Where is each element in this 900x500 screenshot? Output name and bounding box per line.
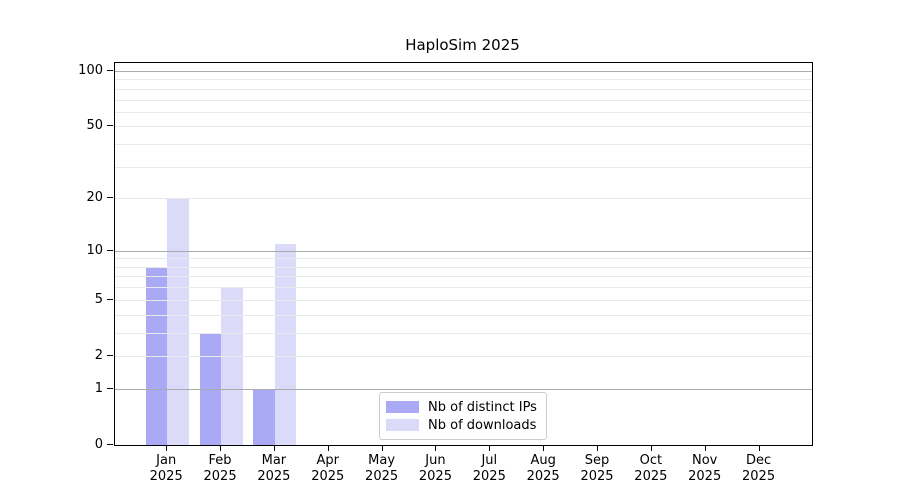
gridline-50 (115, 126, 812, 128)
y-tick-label-20: 20 (86, 190, 103, 206)
gridline-20 (115, 198, 812, 200)
y-tick-mark-10 (107, 249, 113, 251)
y-tick-label-10: 10 (86, 242, 103, 258)
x-tick-mark-jun (435, 445, 437, 451)
x-tick-mark-may (381, 445, 383, 451)
x-tick-label-sep: Sep 2025 (580, 453, 614, 484)
x-tick-label-oct: Oct 2025 (634, 453, 668, 484)
gridline-8 (115, 266, 812, 268)
gridline-2 (115, 355, 812, 357)
x-tick-label-jul: Jul 2025 (472, 453, 506, 484)
chart-title: HaploSim 2025 (405, 36, 520, 54)
y-tick-mark-2 (107, 354, 113, 356)
bar-distinct-ips-jan (145, 266, 168, 445)
gridline-1 (115, 388, 812, 390)
y-tick-label-50: 50 (86, 118, 103, 134)
gridline-7 (115, 276, 812, 278)
y-tick-label-100: 100 (78, 63, 103, 78)
legend-label-downloads: Nb of downloads (428, 417, 537, 433)
x-tick-mark-mar (273, 445, 275, 451)
gridline-9 (115, 258, 812, 260)
x-tick-label-aug: Aug 2025 (526, 453, 560, 484)
x-tick-label-may: May 2025 (365, 453, 399, 484)
x-tick-label-jun: Jun 2025 (418, 453, 452, 484)
gridline-10 (115, 250, 812, 252)
gridline-40 (115, 144, 812, 146)
gridline-4 (115, 314, 812, 316)
y-tick-mark-20 (107, 197, 113, 199)
x-tick-label-jan: Jan 2025 (149, 453, 183, 484)
gridline-5 (115, 299, 812, 301)
gridline-70 (115, 99, 812, 101)
legend-item-downloads: Nb of downloads (386, 416, 538, 434)
y-tick-label-5: 5 (94, 291, 103, 307)
legend-label-distinct-ips: Nb of distinct IPs (428, 399, 537, 415)
y-tick-mark-1 (107, 387, 113, 389)
x-tick-mark-jan (166, 445, 168, 451)
x-tick-mark-oct (650, 445, 652, 451)
x-tick-mark-dec (758, 445, 760, 451)
gridline-90 (115, 79, 812, 81)
gridline-6 (115, 287, 812, 289)
gridline-30 (115, 166, 812, 168)
plot-area: Nb of distinct IPs Nb of downloads (114, 62, 813, 446)
x-tick-label-mar: Mar 2025 (257, 453, 291, 484)
x-tick-label-apr: Apr 2025 (311, 453, 345, 484)
y-tick-label-2: 2 (94, 347, 103, 363)
y-tick-mark-0 (107, 444, 113, 445)
bar-distinct-ips-mar (253, 388, 275, 445)
x-tick-label-dec: Dec 2025 (742, 453, 776, 484)
bar-downloads-jan (167, 198, 189, 445)
y-tick-mark-100 (107, 70, 113, 71)
bar-distinct-ips-feb (199, 332, 222, 445)
bar-downloads-feb (221, 287, 243, 445)
gridline-60 (115, 111, 812, 113)
y-tick-mark-50 (107, 125, 113, 127)
legend: Nb of distinct IPs Nb of downloads (379, 392, 547, 440)
legend-swatch-downloads (386, 419, 419, 431)
gridline-100 (115, 71, 812, 72)
x-tick-label-nov: Nov 2025 (688, 453, 722, 484)
y-tick-mark-5 (107, 298, 113, 300)
x-tick-mark-feb (220, 445, 222, 451)
x-tick-mark-aug (543, 445, 545, 451)
legend-item-distinct-ips: Nb of distinct IPs (386, 398, 538, 416)
gridline-3 (115, 332, 812, 334)
x-tick-mark-jul (489, 445, 491, 451)
y-tick-label-1: 1 (94, 380, 103, 396)
gridline-80 (115, 88, 812, 90)
x-tick-label-feb: Feb 2025 (203, 453, 237, 484)
y-tick-label-0: 0 (94, 437, 103, 452)
x-tick-mark-nov (704, 445, 706, 451)
x-tick-mark-apr (327, 445, 329, 451)
x-tick-mark-sep (597, 445, 598, 451)
legend-swatch-distinct-ips (386, 401, 419, 413)
bar-downloads-mar (274, 243, 297, 445)
